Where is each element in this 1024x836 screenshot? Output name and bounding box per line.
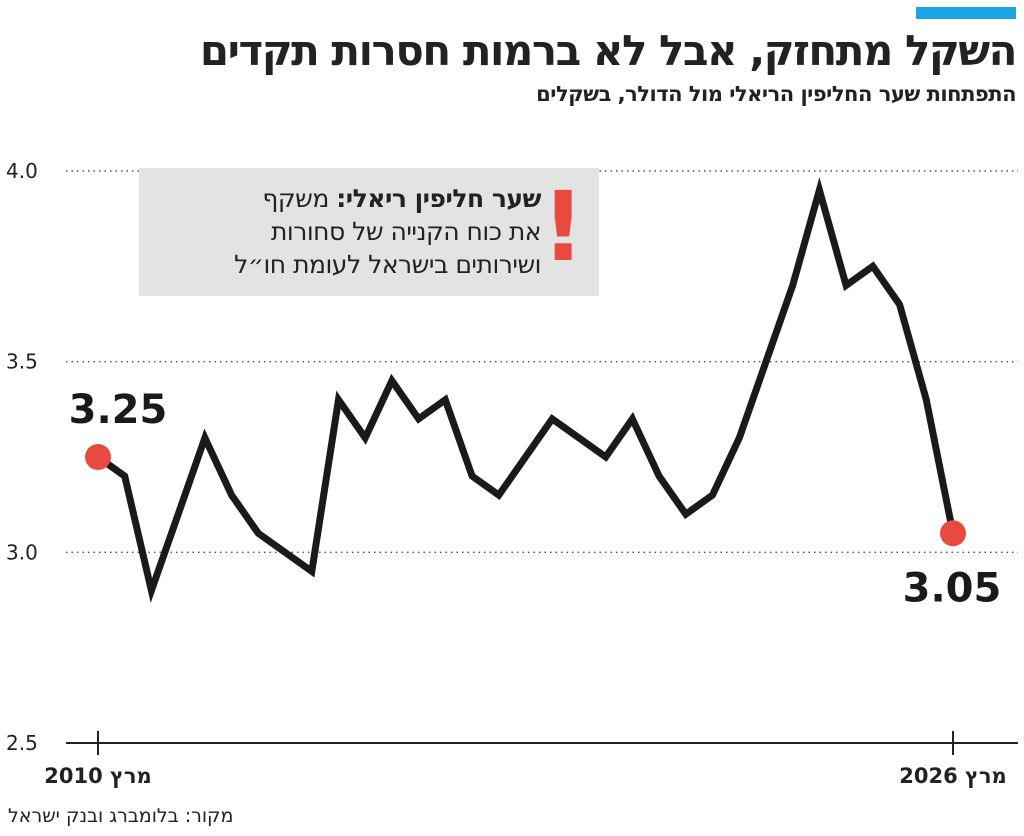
- data-label-1: 3.05: [903, 565, 1002, 611]
- callout-line-3: ושירותים בישראל לעומת חו״ל: [234, 250, 541, 279]
- y-tick-label-0: 2.5: [6, 731, 38, 755]
- series-line: [95, 177, 957, 603]
- accent-bar: [916, 7, 1016, 19]
- definition-callout: שער חליפין ריאלי: משקף את כוח הקנייה של …: [139, 168, 599, 296]
- data-point-marker-0: [85, 444, 111, 470]
- y-tick-label-1: 3.0: [6, 540, 38, 564]
- callout-term: שער חליפין ריאלי:: [336, 184, 541, 213]
- chart-subtitle: התפתחות שער החליפין הריאלי מול הדולר, בש…: [536, 82, 1016, 106]
- y-tick-label-2: 3.5: [6, 350, 38, 374]
- y-tick-label-3: 4.0: [6, 159, 38, 183]
- callout-line-1: משקף: [262, 184, 329, 213]
- source-note: מקור: בלומברג ובנק ישראל: [8, 805, 234, 827]
- callout-line-2: את כוח הקנייה של סחורות: [270, 217, 542, 246]
- x-tick-label-1: מרץ 2026: [899, 764, 1007, 788]
- exclamation-icon: !: [541, 171, 585, 283]
- chart-title: השקל מתחזק, אבל לא ברמות חסרות תקדים: [199, 26, 1018, 75]
- data-label-0: 3.25: [69, 387, 168, 433]
- callout-text: שער חליפין ריאלי: משקף את כוח הקנייה של …: [234, 182, 541, 281]
- x-tick-label-0: מרץ 2010: [44, 764, 152, 788]
- data-point-marker-1: [940, 520, 966, 547]
